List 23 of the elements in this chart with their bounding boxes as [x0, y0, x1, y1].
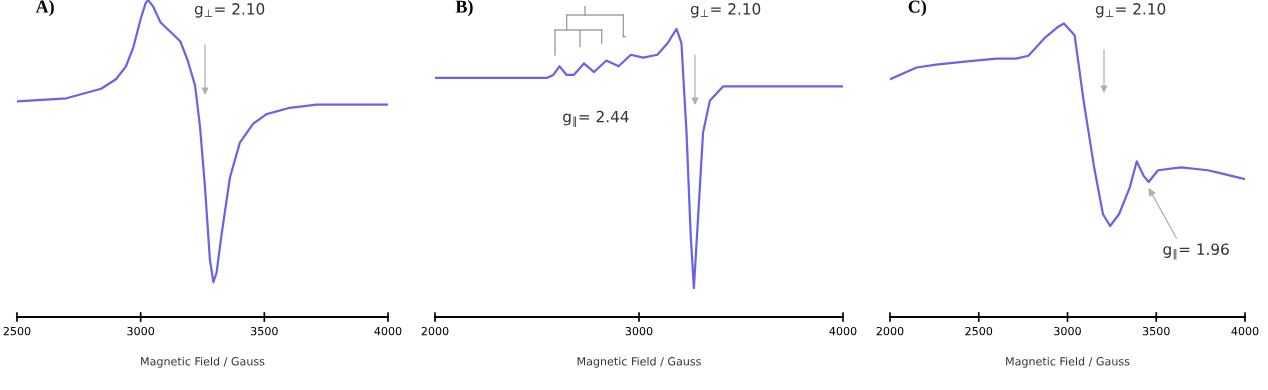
text: g$_{⊥}$= 2.10 — [690, 3, 761, 18]
x-axis-title: Magnetic Field / Gauss — [577, 356, 701, 368]
text: g$_{⊥}$= 2.10 — [1095, 3, 1166, 18]
x-tick-label: 4000 — [374, 326, 402, 336]
annotation: g$_{∥}$= 2.44 — [563, 110, 629, 127]
x-tick-label: 3500 — [1142, 326, 1170, 336]
x-tick-label: 4000 — [1231, 326, 1259, 336]
x-tick-label: 2000 — [421, 326, 449, 336]
x-axis-title: Magnetic Field / Gauss — [141, 356, 265, 368]
x-axis-title: Magnetic Field / Gauss — [1006, 356, 1130, 368]
annotation: g$_{∥}$= 1.96 — [1163, 243, 1229, 260]
chart-title: B) — [455, 0, 473, 17]
x-tick-label: 3000 — [625, 326, 653, 336]
x-tick-label: 4000 — [829, 326, 857, 336]
x-tick-label: 2000 — [876, 326, 904, 336]
chart-title: C) — [908, 0, 927, 17]
x-tick-label: 3000 — [127, 326, 155, 336]
chart-title: A) — [35, 0, 54, 17]
x-tick-label: 3000 — [1054, 326, 1081, 336]
annotation: g$_{⊥}$= 2.10 — [194, 3, 265, 18]
x-tick-label: 2500 — [3, 326, 31, 336]
x-tick-label: 3500 — [251, 326, 278, 336]
x-tick-label: 2500 — [965, 326, 993, 336]
